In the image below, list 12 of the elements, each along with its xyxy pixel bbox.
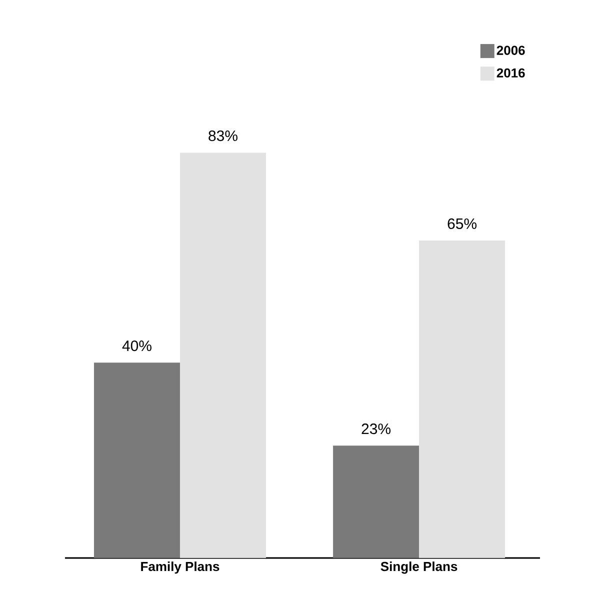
bar — [180, 152, 266, 558]
x-tick-label: Single Plans — [380, 562, 458, 574]
data-label: 65% — [448, 218, 477, 229]
bar — [94, 362, 180, 558]
data-label: 23% — [362, 424, 391, 434]
bar — [333, 446, 420, 558]
bar — [419, 240, 506, 558]
legend-label: 2006 — [496, 46, 525, 55]
legend-label: 2016 — [496, 68, 525, 78]
data-label: 40% — [122, 340, 152, 352]
x-tick-label: Family Plans — [141, 562, 220, 574]
data-label: 83% — [208, 130, 238, 142]
